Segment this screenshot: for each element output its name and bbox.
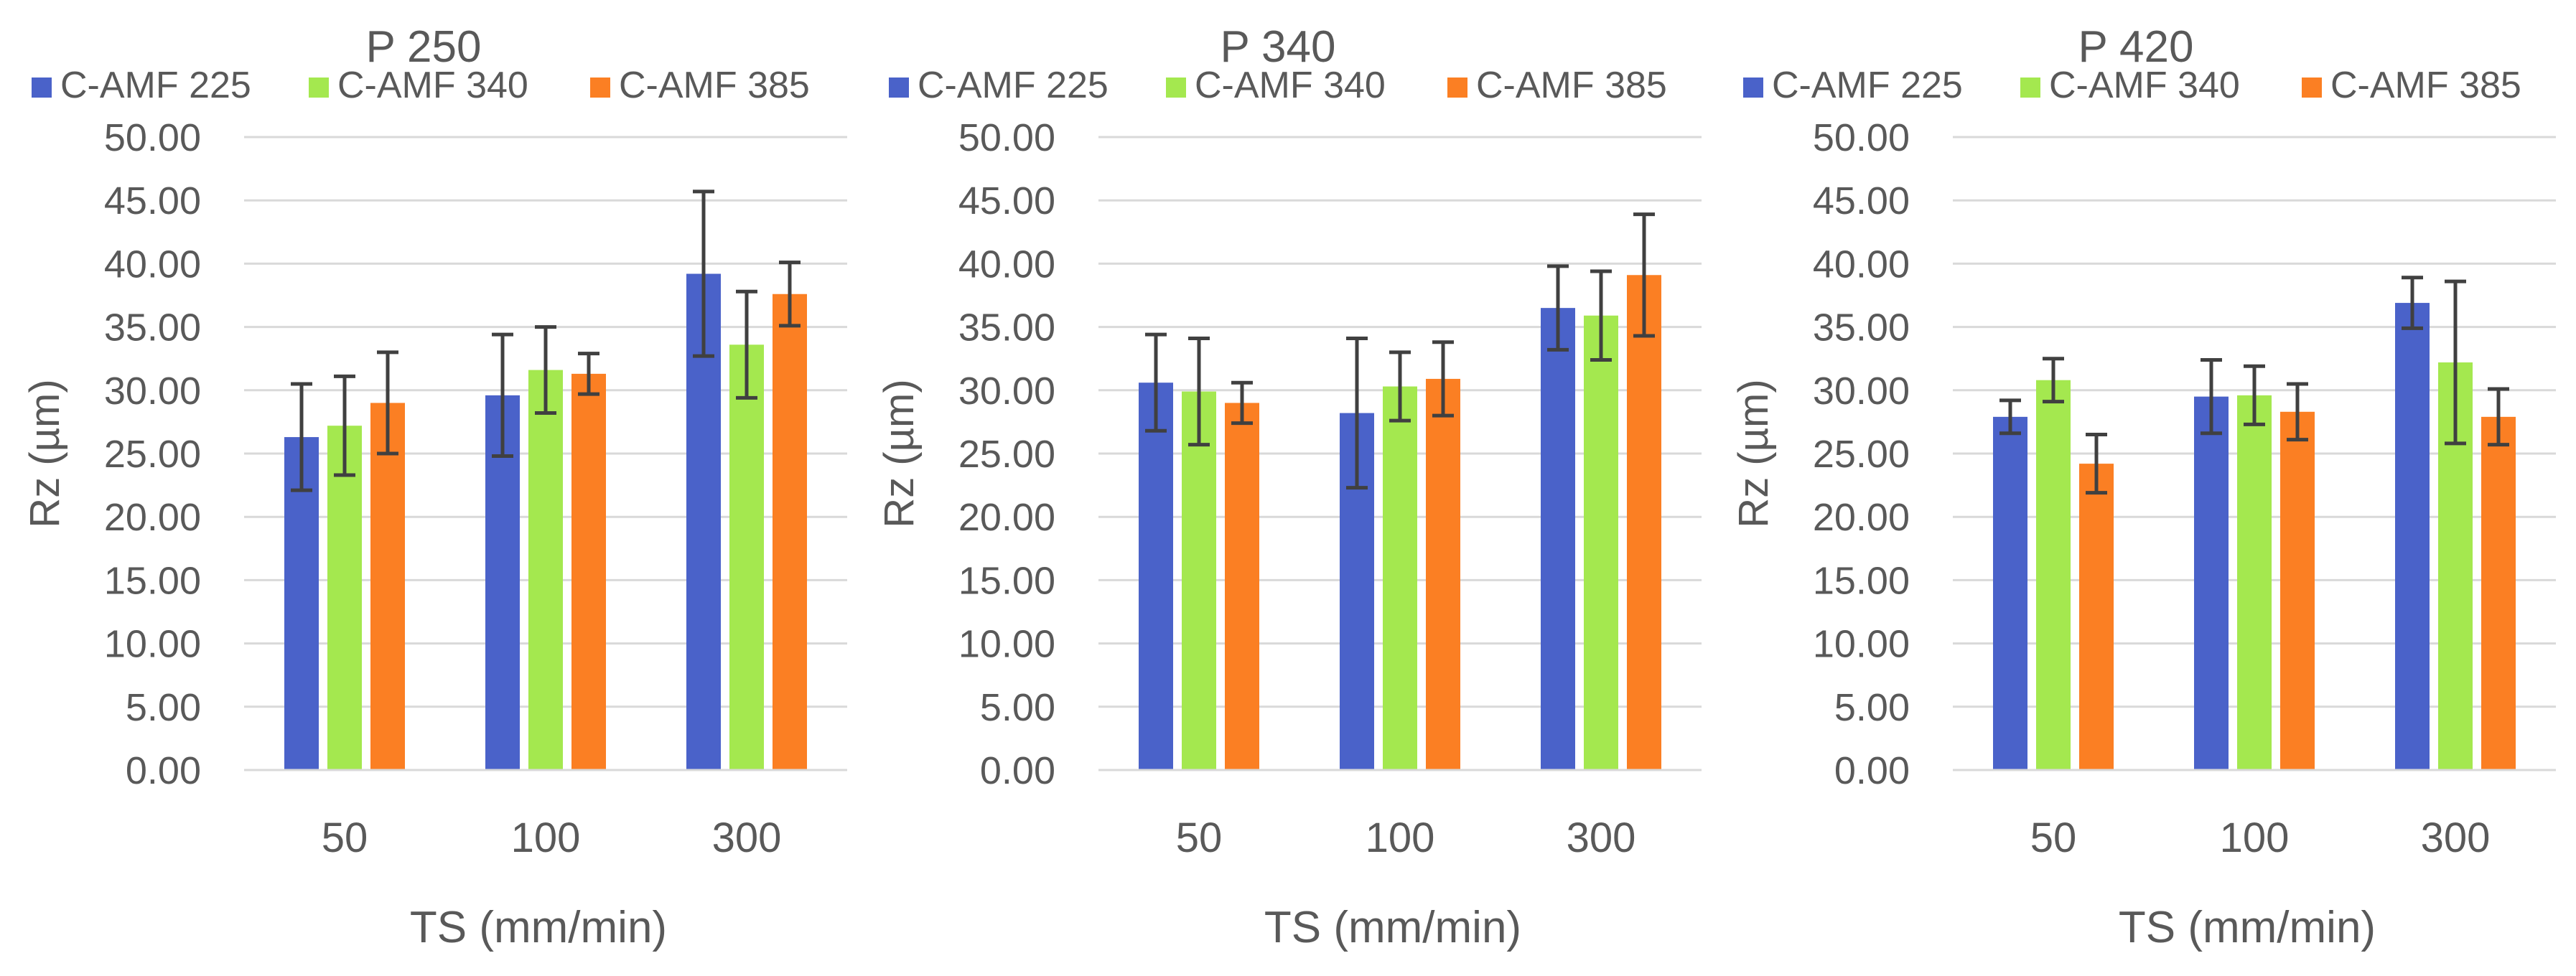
y-tick-label: 45.00 bbox=[958, 179, 1055, 222]
bar bbox=[1541, 308, 1575, 770]
bar bbox=[773, 294, 807, 771]
bar bbox=[370, 403, 405, 770]
y-axis-label: Rz (µm) bbox=[22, 379, 68, 527]
y-tick-label: 10.00 bbox=[104, 623, 201, 666]
legend-label: C-AMF 385 bbox=[1476, 65, 1667, 106]
legend-swatch bbox=[1447, 78, 1467, 98]
y-tick-label: 25.00 bbox=[1813, 433, 1910, 476]
y-tick-label: 0.00 bbox=[126, 749, 201, 792]
bar bbox=[1584, 315, 1618, 770]
chart-panel-1: P 250 C-AMF 225 C-AMF 340 C-AMF 385 0.00 5.00… bbox=[22, 22, 847, 952]
chart-panel-2: P 340 C-AMF 225 C-AMF 340 C-AMF 385 0.00 5.00… bbox=[876, 22, 1702, 952]
y-tick-label: 10.00 bbox=[958, 623, 1055, 666]
bar bbox=[1993, 416, 2027, 770]
y-tick-label: 15.00 bbox=[1813, 559, 1910, 602]
x-tick-label: 50 bbox=[1176, 815, 1223, 861]
x-tick-label: 50 bbox=[322, 815, 368, 861]
bar bbox=[2194, 396, 2229, 770]
y-tick-label: 0.00 bbox=[980, 749, 1055, 792]
y-tick-label: 15.00 bbox=[104, 559, 201, 602]
bar bbox=[1182, 391, 1216, 770]
bar bbox=[1383, 386, 1417, 770]
legend-swatch bbox=[889, 78, 909, 98]
x-tick-label: 100 bbox=[511, 815, 581, 861]
y-tick-label: 30.00 bbox=[104, 370, 201, 413]
legend-label: C-AMF 340 bbox=[337, 65, 528, 106]
legend-swatch bbox=[309, 78, 329, 98]
bar bbox=[1627, 275, 1661, 770]
y-tick-label: 5.00 bbox=[126, 686, 201, 729]
y-tick-label: 45.00 bbox=[104, 179, 201, 222]
chart-title: P 420 bbox=[2078, 22, 2194, 72]
y-tick-label: 25.00 bbox=[958, 433, 1055, 476]
x-axis-label: TS (mm/min) bbox=[1264, 903, 1521, 952]
chart-title: P 340 bbox=[1221, 22, 1336, 72]
legend-swatch bbox=[1743, 78, 1763, 98]
y-tick-label: 40.00 bbox=[1813, 243, 1910, 286]
y-tick-label: 20.00 bbox=[1813, 496, 1910, 539]
y-axis-label: Rz (µm) bbox=[1730, 379, 1777, 527]
y-tick-label: 50.00 bbox=[104, 116, 201, 159]
legend-label: C-AMF 225 bbox=[918, 65, 1109, 106]
x-tick-label: 50 bbox=[2030, 815, 2077, 861]
x-tick-label: 100 bbox=[1366, 815, 1435, 861]
chart-title: P 250 bbox=[366, 22, 482, 72]
bar bbox=[2237, 395, 2272, 770]
legend-label: C-AMF 340 bbox=[2049, 65, 2240, 106]
legend-swatch bbox=[590, 78, 610, 98]
bar bbox=[528, 370, 563, 770]
y-tick-label: 35.00 bbox=[104, 306, 201, 349]
y-tick-label: 30.00 bbox=[958, 370, 1055, 413]
bar bbox=[327, 426, 362, 770]
x-tick-label: 300 bbox=[712, 815, 782, 861]
y-tick-label: 20.00 bbox=[104, 496, 201, 539]
y-tick-label: 15.00 bbox=[958, 559, 1055, 602]
bar bbox=[2280, 411, 2315, 770]
legend-label: C-AMF 385 bbox=[619, 65, 810, 106]
legend-label: C-AMF 225 bbox=[60, 65, 251, 106]
legend-label: C-AMF 340 bbox=[1195, 65, 1386, 106]
legend-swatch bbox=[2302, 78, 2322, 98]
bar bbox=[284, 437, 319, 770]
y-tick-label: 10.00 bbox=[1813, 623, 1910, 666]
y-tick-label: 30.00 bbox=[1813, 370, 1910, 413]
bar bbox=[571, 373, 606, 770]
y-tick-label: 35.00 bbox=[958, 306, 1055, 349]
chart-panel-3: P 420 C-AMF 225 C-AMF 340 C-AMF 385 0.00 5.00… bbox=[1730, 22, 2556, 952]
x-axis-label: TS (mm/min) bbox=[2119, 903, 2376, 952]
y-tick-label: 0.00 bbox=[1834, 749, 1910, 792]
bar bbox=[2079, 464, 2114, 770]
x-tick-label: 100 bbox=[2220, 815, 2290, 861]
bar bbox=[1225, 403, 1259, 770]
bar bbox=[1139, 383, 1173, 770]
bar bbox=[729, 344, 764, 770]
bar bbox=[2395, 303, 2430, 771]
y-tick-label: 45.00 bbox=[1813, 179, 1910, 222]
y-tick-label: 5.00 bbox=[980, 686, 1055, 729]
y-tick-label: 35.00 bbox=[1813, 306, 1910, 349]
y-tick-label: 5.00 bbox=[1834, 686, 1910, 729]
bar bbox=[2036, 380, 2071, 770]
x-tick-label: 300 bbox=[1567, 815, 1636, 861]
x-tick-label: 300 bbox=[2421, 815, 2491, 861]
y-tick-label: 40.00 bbox=[104, 243, 201, 286]
x-axis-label: TS (mm/min) bbox=[410, 903, 667, 952]
y-tick-label: 20.00 bbox=[958, 496, 1055, 539]
legend-swatch bbox=[2020, 78, 2040, 98]
y-axis-label: Rz (µm) bbox=[876, 379, 923, 527]
y-tick-label: 50.00 bbox=[1813, 116, 1910, 159]
legend-swatch bbox=[32, 78, 52, 98]
legend-label: C-AMF 385 bbox=[2330, 65, 2521, 106]
y-tick-label: 25.00 bbox=[104, 433, 201, 476]
bar bbox=[2481, 416, 2516, 770]
y-tick-label: 40.00 bbox=[958, 243, 1055, 286]
legend-swatch bbox=[1166, 78, 1186, 98]
y-tick-label: 50.00 bbox=[958, 116, 1055, 159]
bar bbox=[1426, 378, 1460, 770]
legend-label: C-AMF 225 bbox=[1772, 65, 1963, 106]
